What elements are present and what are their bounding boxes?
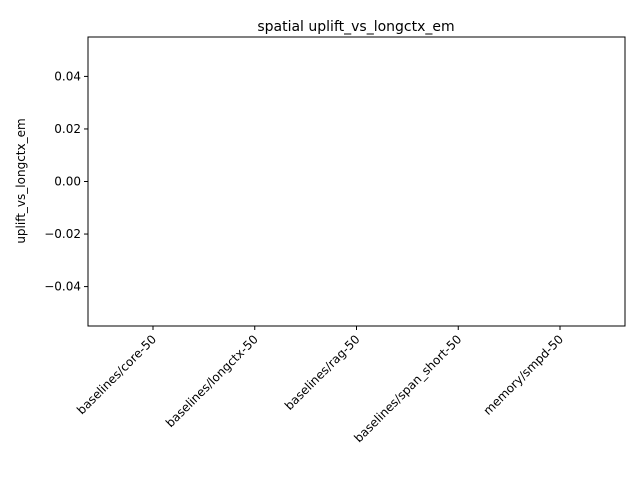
chart-title: spatial uplift_vs_longctx_em (257, 19, 454, 35)
y-tick-label: −0.02 (44, 227, 81, 241)
x-tick-label: baselines/core-50 (74, 332, 159, 417)
y-tick-label: 0.00 (54, 175, 81, 189)
x-tick-label: baselines/rag-50 (282, 332, 363, 413)
y-axis: 0.04 0.02 0.00 −0.02 −0.04 (44, 69, 88, 294)
y-tick-label: 0.04 (54, 69, 81, 83)
x-tick-label: baselines/longctx-50 (163, 332, 261, 430)
y-tick-label: −0.04 (44, 280, 81, 294)
x-tick-label: baselines/span_short-50 (351, 332, 464, 445)
y-tick-label: 0.02 (54, 122, 81, 136)
y-axis-label: uplift_vs_longctx_em (14, 118, 28, 243)
x-tick-label: memory/smpd-50 (481, 332, 567, 418)
x-axis: baselines/core-50 baselines/longctx-50 bas… (74, 326, 566, 445)
plot-area (87, 36, 626, 327)
